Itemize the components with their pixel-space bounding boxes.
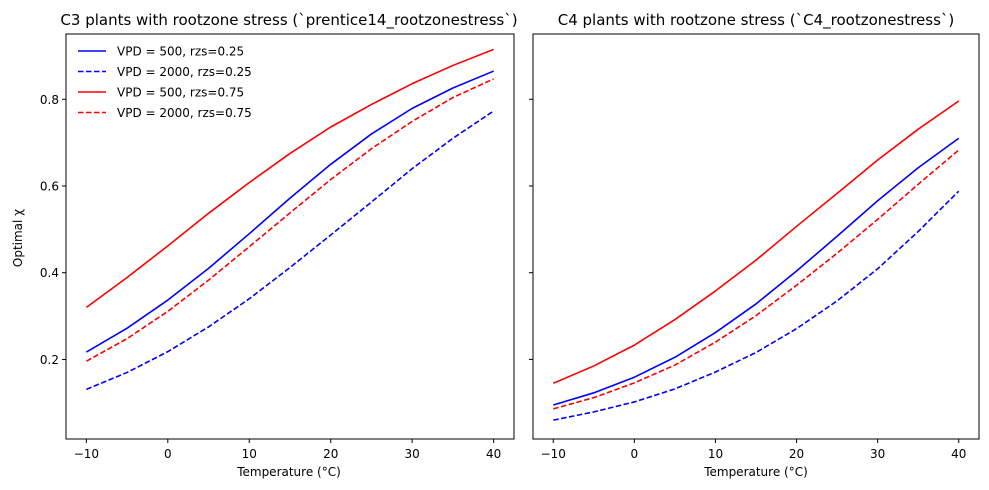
axes-frame-c4 — [532, 33, 980, 440]
y-axis-c3: 0.2 0.4 0.6 0.8 — [40, 93, 66, 367]
y-axis-c4 — [529, 98, 533, 360]
y-tick-label-c3-1: 0.4 — [40, 266, 59, 280]
chart-title-c3: C3 plants with rootzone stress (`prentic… — [60, 11, 517, 30]
x-tick-label-c4-30: 30 — [870, 447, 885, 461]
legend-label-vpd-2000-rzs-0-75: VPD = 2000, rzs=0.75 — [117, 106, 252, 120]
legend-label-vpd-2000-rzs-0-25: VPD = 2000, rzs=0.25 — [117, 65, 252, 79]
x-tick-label-c3-20: 20 — [323, 447, 338, 461]
x-tick-label-c4-0: 0 — [631, 447, 639, 461]
x-axis-label-c3: Temperature (°C) — [236, 465, 341, 479]
series-line-c3-vpd-2000-rzs-0-25 — [86, 110, 495, 391]
axes-frame-c3 — [65, 33, 515, 440]
series-line-c4-vpd-2000-rzs-0-75 — [553, 149, 960, 410]
legend-label-vpd-500-rzs-0-25: VPD = 500, rzs=0.25 — [117, 45, 244, 59]
series-line-c3-vpd-500-rzs-0-75 — [85, 48, 494, 309]
x-tick-label-c4--10: −10 — [541, 447, 566, 461]
x-tick-label-c4-20: 20 — [789, 447, 804, 461]
chart-title-c4: C4 plants with rootzone stress (`C4_root… — [558, 11, 955, 30]
y-tick-label-c3-3: 0.8 — [40, 93, 59, 107]
y-tick-label-c3-2: 0.6 — [40, 179, 59, 193]
x-axis-label-c4: Temperature (°C) — [703, 465, 808, 479]
plot-area-c4 — [552, 100, 960, 421]
x-tick-label-c3--10: −10 — [74, 447, 99, 461]
series-line-c3-vpd-2000-rzs-0-75 — [85, 78, 494, 362]
x-tick-label-c4-40: 40 — [951, 447, 966, 461]
panel-c4: C4 plants with rootzone stress (`C4_root… — [529, 11, 980, 479]
plot-area-c3 — [85, 48, 495, 391]
series-line-c3-vpd-500-rzs-0-25 — [85, 70, 494, 353]
legend-c3: VPD = 500, rzs=0.25 VPD = 2000, rzs=0.25 V… — [78, 45, 252, 120]
series-line-c4-vpd-500-rzs-0-25 — [553, 137, 960, 406]
panel-c3: C3 plants with rootzone stress (`prentic… — [11, 11, 518, 479]
y-tick-label-c3-0: 0.2 — [40, 353, 59, 367]
y-axis-label-c3: Optimal χ — [11, 209, 25, 267]
x-tick-label-c4-10: 10 — [708, 447, 723, 461]
x-tick-label-c3-40: 40 — [486, 447, 501, 461]
x-tick-label-c3-30: 30 — [405, 447, 420, 461]
series-line-c4-vpd-500-rzs-0-75 — [552, 100, 960, 385]
x-axis-c4: −10 0 10 20 30 40 — [541, 439, 966, 461]
legend-label-vpd-500-rzs-0-75: VPD = 500, rzs=0.75 — [117, 86, 244, 100]
x-tick-label-c3-0: 0 — [164, 447, 172, 461]
x-axis-c3: −10 0 10 20 30 40 — [74, 439, 501, 461]
x-tick-label-c3-10: 10 — [242, 447, 257, 461]
series-line-c4-vpd-2000-rzs-0-25 — [553, 190, 960, 421]
